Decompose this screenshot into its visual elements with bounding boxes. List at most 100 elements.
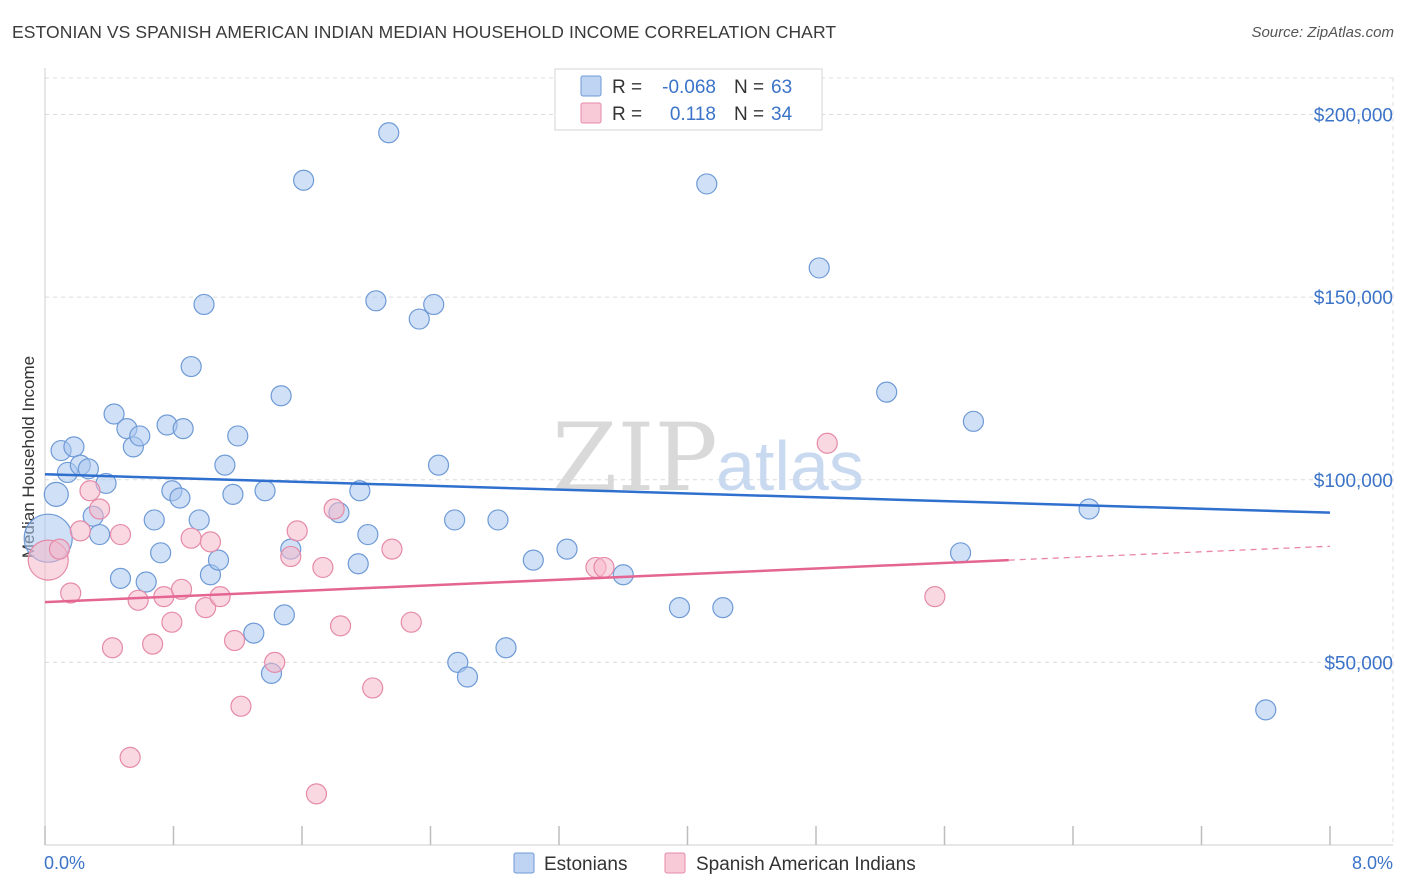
estonians-point-33 [270, 385, 292, 407]
spanish-american-indians-point-3 [69, 520, 91, 542]
estonians-point-57 [808, 257, 830, 279]
legend-n-label-spanish-american-indians: N = [734, 104, 764, 125]
estonians-point-16 [143, 509, 165, 531]
spanish-american-indians-point-31 [593, 556, 615, 579]
y-tick-label-2: $150,000 [1314, 288, 1393, 309]
spanish-american-indians-point-26 [329, 615, 352, 637]
estonians-point-47 [447, 651, 469, 673]
spanish-american-indians-point-16 [199, 531, 222, 553]
estonians-point-6 [77, 458, 99, 480]
spanish-american-indians-point-24 [312, 556, 334, 579]
estonians-point-4 [63, 436, 85, 458]
spanish-american-indians-point-4 [79, 480, 101, 502]
legend-n-label-estonians: N = [734, 77, 764, 98]
legend-r-value-spanish-american-indians: 0.118 [670, 104, 716, 125]
estonians-point-8 [89, 523, 111, 546]
estonians-point-14 [129, 425, 151, 447]
estonians-point-22 [180, 355, 202, 378]
spanish-american-indians-point-23 [305, 783, 328, 805]
estonians-point-60 [962, 410, 985, 432]
legend-bottom-label-spanish-american-indians: Spanish American Indians [696, 854, 916, 875]
spanish-american-indians-point-29 [400, 611, 422, 633]
legend-r-label-estonians: R = [612, 77, 642, 98]
y-tick-label-0: $50,000 [1324, 653, 1393, 674]
spanish-american-indians-point-19 [230, 695, 252, 717]
x-tick-label-1: 8.0% [1352, 853, 1393, 873]
spanish-american-indians-point-7 [109, 523, 132, 546]
x-tick-label-0: 0.0% [44, 853, 85, 873]
legend-n-value-estonians: 63 [771, 77, 792, 98]
estonians-point-27 [214, 454, 236, 476]
estonians-point-51 [522, 549, 544, 571]
estonians-point-31 [254, 480, 276, 502]
spanish-american-indians-point-9 [127, 589, 149, 611]
estonians-trend-line [44, 473, 1331, 514]
estonians-point-28 [222, 483, 244, 505]
spanish-american-indians-point-22 [286, 520, 308, 542]
estonians-point-24 [193, 293, 215, 316]
legend-n-value-spanish-american-indians: 34 [771, 104, 793, 125]
estonians-point-59 [949, 542, 972, 564]
chart-title: ESTONIAN VS SPANISH AMERICAN INDIAN MEDI… [12, 22, 837, 42]
legend-stats: R = -0.068 N = 63 R = 0.118 N = 34 [554, 68, 823, 131]
estonians-point-29 [227, 425, 249, 447]
spanish-american-indians-point-1 [48, 538, 71, 560]
spanish-american-indians-point-32 [924, 586, 946, 608]
spanish-american-indians-point-10 [142, 633, 164, 655]
spanish-american-indians-point-18 [223, 629, 246, 652]
spanish-american-indians-point-2 [60, 582, 82, 604]
estonians-point-45 [427, 454, 450, 476]
spanish-american-indians-point-21 [280, 545, 302, 568]
estonians-point-46 [443, 509, 466, 531]
estonians-point-34 [273, 604, 295, 626]
legend-r-label-spanish-american-indians: R = [612, 104, 642, 125]
estonians-point-54 [668, 596, 691, 619]
spanish-american-indians-point-15 [195, 596, 217, 619]
legend-swatch-estonians [580, 75, 602, 97]
y-axis-label: Median Household Income [19, 356, 38, 558]
axes [44, 68, 1393, 846]
spanish-american-indians-point-5 [89, 498, 111, 520]
spanish-american-indians-point-17 [209, 586, 231, 608]
estonians-point-1 [43, 481, 69, 507]
estonians-point-20 [169, 487, 191, 509]
y-tick-label-1: $100,000 [1314, 471, 1393, 492]
legend-bottom-label-estonians: Estonians [544, 854, 627, 875]
spanish-american-indians-point-20 [264, 651, 286, 673]
spanish-american-indians-trend-extension [1008, 545, 1331, 561]
estonians-point-41 [365, 290, 387, 312]
estonians-point-53 [612, 564, 634, 586]
trend-lines [44, 473, 1331, 604]
estonians-point-48 [456, 666, 479, 688]
estonians-point-52 [556, 538, 578, 560]
estonians-point-11 [109, 567, 132, 589]
legend-series: Estonians Spanish American Indians [513, 852, 916, 875]
spanish-american-indians-point-12 [161, 611, 183, 633]
watermark-atlas: atlas [716, 427, 864, 505]
legend-swatch-spanish-american-indians [580, 102, 602, 124]
estonians-point-23 [188, 509, 210, 531]
estonians-point-21 [172, 418, 194, 440]
legend-r-value-estonians: -0.068 [662, 77, 716, 98]
estonians-point-50 [495, 637, 517, 659]
legend-bottom-swatch-estonians [513, 852, 535, 874]
estonians-point-36 [293, 169, 315, 191]
estonians-point-61 [1078, 498, 1100, 520]
estonians-point-58 [876, 381, 898, 403]
estonians-point-55 [696, 173, 718, 195]
estonians-point-43 [408, 308, 430, 330]
source-credit: Source: ZipAtlas.com [1251, 24, 1394, 41]
spanish-american-indians-point-13 [170, 578, 193, 600]
estonians-point-40 [357, 523, 379, 546]
legend-bottom-swatch-spanish-american-indians [664, 852, 686, 874]
spanish-american-indians-point-28 [381, 538, 403, 560]
spanish-american-indians-point-25 [323, 498, 345, 520]
estonians-point-39 [349, 480, 371, 502]
spanish-american-indians-point-27 [362, 677, 384, 699]
estonians-point-17 [150, 542, 172, 564]
estonians-point-62 [1255, 699, 1277, 721]
spanish-american-indians-point-14 [180, 527, 202, 549]
data-points [23, 122, 1277, 805]
watermark-zip: ZIP [552, 404, 718, 513]
